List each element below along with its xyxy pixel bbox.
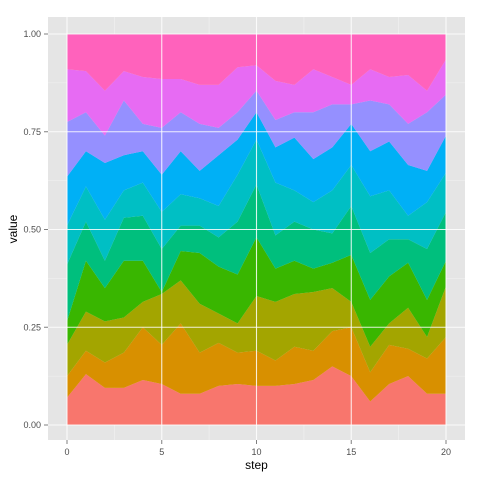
x-tick-label: 15: [346, 447, 356, 457]
x-tick-label: 10: [251, 447, 261, 457]
y-axis-title: value: [6, 214, 20, 243]
x-tick-label: 0: [64, 447, 69, 457]
y-tick-label: 0.00: [23, 420, 41, 430]
x-tick-label: 20: [441, 447, 451, 457]
y-tick-label: 0.25: [23, 322, 41, 332]
x-axis-title: step: [245, 458, 268, 472]
y-axis: 0.00 0.25 0.50 0.75 1.00: [23, 29, 48, 430]
x-axis: 0 5 10 15 20: [64, 440, 451, 457]
x-tick-label: 5: [159, 447, 164, 457]
y-tick-label: 0.50: [23, 225, 41, 235]
y-tick-label: 0.75: [23, 127, 41, 137]
major-gridlines: [48, 17, 465, 440]
y-tick-label: 1.00: [23, 29, 41, 39]
